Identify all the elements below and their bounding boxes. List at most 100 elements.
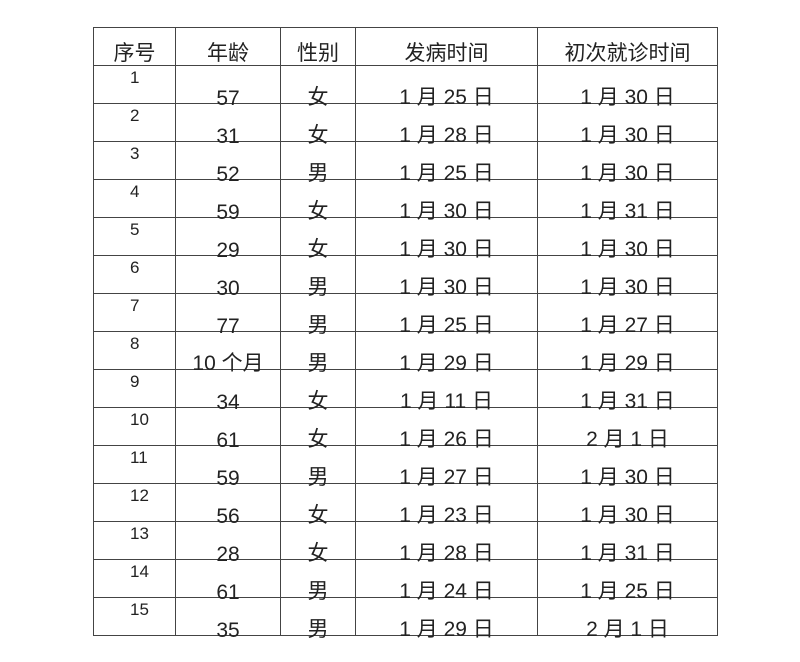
cell-sex: 女 bbox=[280, 217, 356, 261]
cell-index-text: 12 bbox=[130, 486, 149, 505]
cell-index-text: 7 bbox=[130, 296, 140, 315]
cell-index: 5 bbox=[93, 217, 176, 256]
cell-sex: 女 bbox=[280, 483, 356, 527]
cell-index-text: 15 bbox=[130, 600, 149, 619]
cell-index: 15 bbox=[93, 597, 176, 636]
cell-onset: 1 月 25 日 bbox=[355, 141, 538, 185]
cell-sex: 男 bbox=[280, 597, 356, 641]
cell-onset: 1 月 30 日 bbox=[355, 255, 538, 299]
cell-index-text: 5 bbox=[130, 220, 140, 239]
cell-index: 8 bbox=[93, 331, 176, 370]
cell-onset: 1 月 29 日 bbox=[355, 331, 538, 375]
cell-age-text: 35 bbox=[216, 619, 240, 642]
cell-first-visit: 1 月 30 日 bbox=[537, 483, 718, 527]
cell-index: 1 bbox=[93, 65, 176, 104]
cell-age: 31 bbox=[175, 103, 281, 148]
cell-sex: 女 bbox=[280, 65, 356, 109]
cell-onset: 1 月 25 日 bbox=[355, 65, 538, 109]
cell-first-visit: 1 月 31 日 bbox=[537, 521, 718, 565]
cell-onset: 1 月 26 日 bbox=[355, 407, 538, 451]
header-onset: 发病时间 bbox=[355, 27, 538, 66]
cell-age: 59 bbox=[175, 179, 281, 224]
cell-sex: 男 bbox=[280, 445, 356, 489]
cell-first-visit-text: 2 月 1 日 bbox=[586, 618, 669, 641]
header-label: 性别 bbox=[297, 42, 339, 65]
cell-first-visit: 1 月 30 日 bbox=[537, 103, 718, 147]
cell-index: 11 bbox=[93, 445, 176, 484]
header-label: 发病时间 bbox=[404, 42, 489, 65]
cell-onset: 1 月 24 日 bbox=[355, 559, 538, 603]
header-first-visit: 初次就诊时间 bbox=[537, 27, 718, 66]
cell-index-text: 9 bbox=[130, 372, 140, 391]
cell-first-visit: 1 月 30 日 bbox=[537, 65, 718, 109]
cell-first-visit: 1 月 30 日 bbox=[537, 445, 718, 489]
cell-first-visit: 1 月 31 日 bbox=[537, 369, 718, 413]
cell-index: 10 bbox=[93, 407, 176, 446]
cell-index-text: 10 bbox=[130, 410, 149, 429]
cell-sex: 女 bbox=[280, 179, 356, 223]
cell-onset-text: 1 月 29 日 bbox=[399, 618, 494, 641]
cell-index-text: 4 bbox=[130, 182, 140, 201]
cell-index-text: 11 bbox=[130, 448, 148, 467]
cell-index: 14 bbox=[93, 559, 176, 598]
cell-sex-text: 男 bbox=[307, 618, 329, 641]
cell-sex: 男 bbox=[280, 331, 356, 375]
cell-sex: 女 bbox=[280, 369, 356, 413]
header-age: 年龄 bbox=[175, 27, 281, 66]
cell-age: 57 bbox=[175, 65, 281, 110]
cell-onset: 1 月 28 日 bbox=[355, 521, 538, 565]
header-label: 序号 bbox=[113, 42, 156, 65]
cell-first-visit: 1 月 31 日 bbox=[537, 179, 718, 223]
cell-sex: 男 bbox=[280, 293, 356, 337]
cell-age: 35 bbox=[175, 597, 281, 642]
cell-onset: 1 月 27 日 bbox=[355, 445, 538, 489]
cell-index-text: 2 bbox=[130, 106, 140, 125]
header-row: 序号 年龄 性别 发病时间 初次就诊时间 bbox=[93, 27, 718, 66]
header-label: 初次就诊时间 bbox=[564, 42, 691, 65]
cell-first-visit: 1 月 30 日 bbox=[537, 217, 718, 261]
cell-first-visit: 1 月 29 日 bbox=[537, 331, 718, 375]
cell-index-text: 13 bbox=[130, 524, 149, 543]
cell-index-text: 1 bbox=[130, 68, 140, 87]
cell-onset: 1 月 30 日 bbox=[355, 179, 538, 223]
cell-age: 56 bbox=[175, 483, 281, 528]
cell-index-text: 6 bbox=[130, 258, 140, 277]
cell-onset: 1 月 23 日 bbox=[355, 483, 538, 527]
cell-age: 10 个月 bbox=[175, 331, 281, 375]
header-sex: 性别 bbox=[280, 27, 356, 66]
cell-first-visit: 2 月 1 日 bbox=[537, 597, 718, 641]
cell-index: 4 bbox=[93, 179, 176, 218]
cell-index: 9 bbox=[93, 369, 176, 408]
cell-sex: 女 bbox=[280, 521, 356, 565]
cell-first-visit: 1 月 30 日 bbox=[537, 141, 718, 185]
cell-age: 61 bbox=[175, 559, 281, 604]
cell-first-visit: 1 月 27 日 bbox=[537, 293, 718, 337]
cell-age: 52 bbox=[175, 141, 281, 186]
header-label: 年龄 bbox=[207, 42, 249, 65]
cell-index-text: 8 bbox=[130, 334, 140, 353]
cell-onset: 1 月 29 日 bbox=[355, 597, 538, 641]
cell-sex: 女 bbox=[280, 103, 356, 147]
cell-age: 29 bbox=[175, 217, 281, 262]
cell-index-text: 3 bbox=[130, 144, 140, 163]
cell-onset: 1 月 28 日 bbox=[355, 103, 538, 147]
cell-index: 6 bbox=[93, 255, 176, 294]
cell-index-text: 14 bbox=[130, 562, 149, 581]
cell-first-visit: 1 月 30 日 bbox=[537, 255, 718, 299]
cell-sex: 男 bbox=[280, 141, 356, 185]
cell-age: 34 bbox=[175, 369, 281, 414]
cell-age: 59 bbox=[175, 445, 281, 490]
cell-age: 61 bbox=[175, 407, 281, 452]
